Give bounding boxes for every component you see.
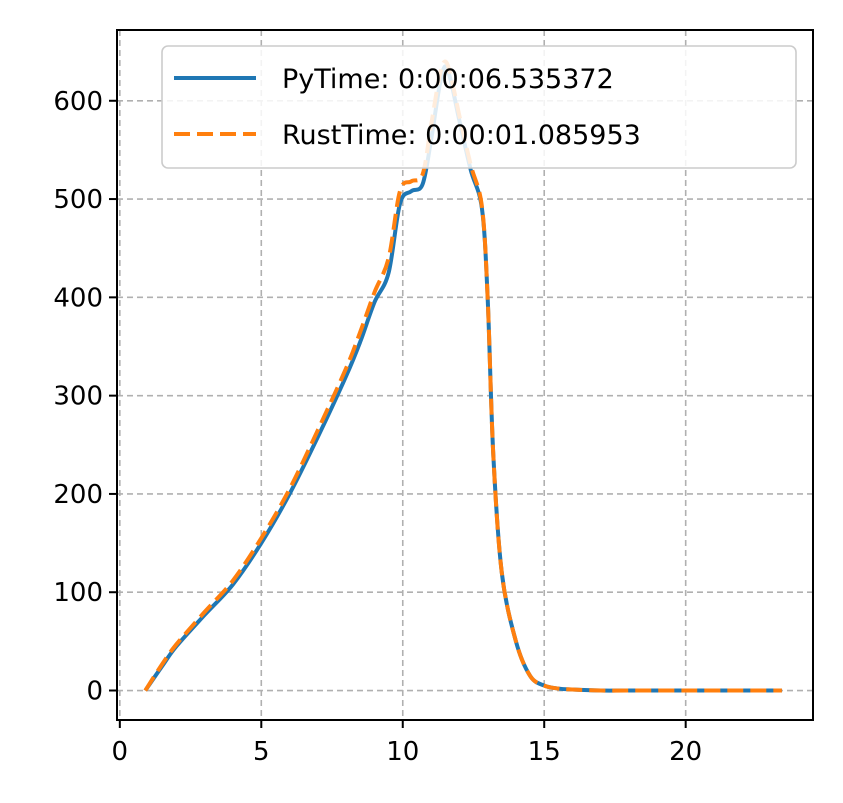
legend-label-0: PyTime: 0:00:06.535372 [282,64,614,95]
x-tick-label: 5 [253,737,270,767]
y-tick-label: 100 [53,578,103,608]
y-tick-label: 500 [53,185,103,215]
x-tick-label: 15 [528,737,561,767]
legend-box [161,45,797,169]
y-tick-label: 200 [53,480,103,510]
legend-label-1: RustTime: 0:00:01.085953 [282,120,641,151]
y-tick-label: 0 [86,677,103,707]
y-tick-label: 400 [53,283,103,313]
legend: PyTime: 0:00:06.535372 RustTime: 0:00:01… [161,45,797,169]
axes-frame [116,29,814,721]
x-tick-label: 0 [112,737,129,767]
x-tick-label: 20 [669,737,702,767]
y-tick-label: 600 [53,87,103,117]
y-tick-label: 300 [53,382,103,412]
x-tick-label: 10 [386,737,419,767]
